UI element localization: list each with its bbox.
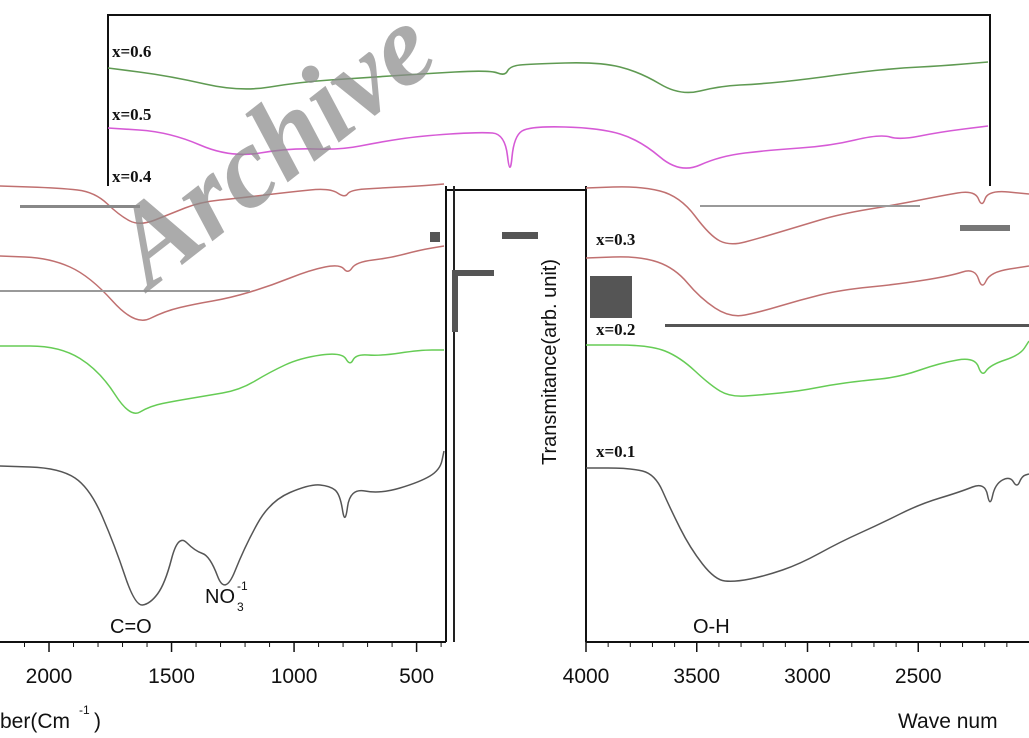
right-x-tick-label: 2500 xyxy=(895,665,942,688)
annotation-no3-main: NO xyxy=(205,586,235,608)
y-axis-label: Transmitance(arb. unit) xyxy=(539,259,561,465)
right-x-axis-label: Wave num xyxy=(898,710,998,733)
left-xlabel-main: ber(Cm xyxy=(0,710,70,733)
annotation-no3-sub: 3 xyxy=(237,600,244,614)
right-panel-curves xyxy=(585,186,1029,582)
right-x-tick-label: 3000 xyxy=(784,665,831,688)
annotation-oh: O-H xyxy=(693,616,730,638)
scan-artefacts xyxy=(0,205,1029,332)
top-panel-frame xyxy=(107,14,991,191)
artefact-bar xyxy=(430,232,440,242)
artefact-bar xyxy=(20,205,140,208)
artefact-bar xyxy=(700,205,920,207)
artefact-bar xyxy=(960,225,1010,231)
artefact-bar xyxy=(590,276,632,318)
top-series-x06-line xyxy=(107,61,989,94)
label-x06: x=0.6 xyxy=(112,42,151,61)
left-x-axis-label: ber(Cm -1 ) xyxy=(0,703,101,733)
left-panel: 2000 1500 1000 500 C=O NO 3 -1 ber(Cm -1 ) xyxy=(0,183,447,733)
artefact-bar xyxy=(0,290,250,292)
top-panel-curves xyxy=(107,61,989,169)
top-series-x05-line xyxy=(107,125,989,169)
left-xlabel-close: ) xyxy=(94,710,101,733)
right-panel: 4000 3500 3000 2500 x=0.3 x=0.2 x=0.1 O-H W… xyxy=(563,186,1029,733)
label-x05: x=0.5 xyxy=(112,105,151,124)
label-x04: x=0.4 xyxy=(112,167,152,186)
left-x-ticks: 2000 1500 1000 500 xyxy=(24,642,442,688)
right-series-line xyxy=(585,340,1029,397)
left-x-tick-label: 500 xyxy=(399,665,434,688)
annotation-no3-sup: -1 xyxy=(237,579,248,593)
right-series-line xyxy=(585,186,1029,245)
right-series-line xyxy=(586,467,1029,582)
left-panel-curves xyxy=(0,183,445,606)
artefact-bar xyxy=(452,270,494,276)
left-x-tick-label: 1000 xyxy=(271,665,318,688)
label-x03: x=0.3 xyxy=(596,230,635,249)
left-xlabel-sup: -1 xyxy=(79,703,90,717)
artefact-bar xyxy=(452,276,458,332)
left-series-line xyxy=(0,245,445,321)
annotation-co: C=O xyxy=(110,616,152,638)
left-series-line xyxy=(0,450,445,606)
left-panel-bg xyxy=(0,186,446,642)
left-x-tick-label: 1500 xyxy=(148,665,195,688)
left-series-line xyxy=(0,345,444,414)
artefact-bar xyxy=(665,324,1029,327)
label-x02: x=0.2 xyxy=(596,320,635,339)
annotation-no3: NO 3 -1 xyxy=(205,579,248,614)
right-panel-bg xyxy=(586,186,1029,642)
label-x01: x=0.1 xyxy=(596,442,635,461)
right-x-tick-label: 4000 xyxy=(563,665,610,688)
right-x-tick-label: 3500 xyxy=(673,665,720,688)
left-series-line xyxy=(0,183,445,224)
right-series-line xyxy=(585,256,1029,317)
artefact-bar xyxy=(502,232,538,239)
left-x-tick-label: 2000 xyxy=(26,665,73,688)
right-x-ticks: 4000 3500 3000 2500 xyxy=(563,642,1008,688)
